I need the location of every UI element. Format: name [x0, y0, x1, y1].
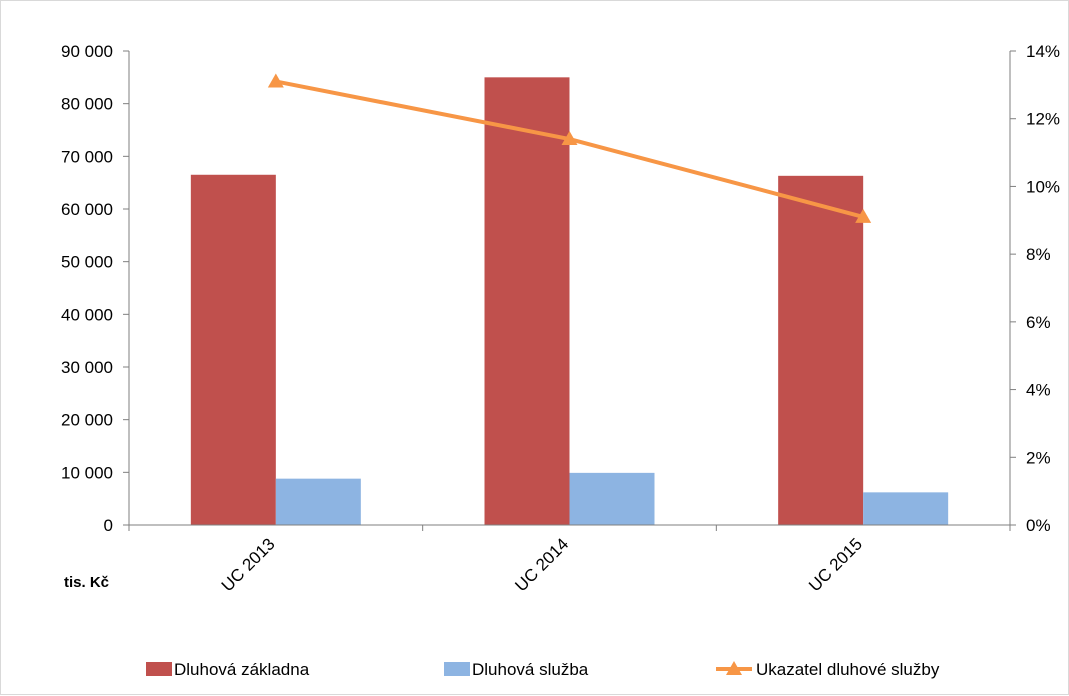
x-tick-labels: UC 2013 UC 2014 UC 2015 [218, 534, 866, 595]
lines-layer [267, 73, 872, 223]
y-tick-label-left: 20 000 [61, 411, 113, 430]
x-tick-label: UC 2015 [805, 534, 866, 595]
bar [863, 492, 949, 525]
bar [275, 478, 361, 525]
legend-label: Ukazatel dluhové služby [756, 660, 940, 679]
y-tick-label-left: 40 000 [61, 305, 113, 324]
legend-label: Dluhová služba [472, 660, 589, 679]
y-tick-label-left: 90 000 [61, 42, 113, 61]
y-tick-label-right: 4% [1026, 381, 1051, 400]
bar [190, 174, 276, 525]
x-tick-label: UC 2014 [511, 534, 572, 595]
y-tick-label-left: 10 000 [61, 463, 113, 482]
y-tick-label-right: 2% [1026, 448, 1051, 467]
y-tick-label-left: 50 000 [61, 253, 113, 272]
y-tick-label-right: 14% [1026, 42, 1060, 61]
y-tick-label-right: 12% [1026, 110, 1060, 129]
unit-label: tis. Kč [64, 574, 109, 591]
y-tick-label-left: 60 000 [61, 200, 113, 219]
y-tick-label-right: 10% [1026, 177, 1060, 196]
legend-label: Dluhová základna [174, 660, 310, 679]
y-tick-label-right: 8% [1026, 245, 1051, 264]
bar [569, 472, 655, 525]
y-tick-label-right: 6% [1026, 313, 1051, 332]
bars-layer [190, 77, 949, 525]
y-tick-label-left: 80 000 [61, 95, 113, 114]
legend-swatch [444, 662, 470, 676]
line-point [267, 73, 284, 88]
legend-marker [726, 661, 742, 675]
line-point [855, 208, 872, 223]
bar [484, 77, 570, 525]
y-tick-label-left: 0 [104, 516, 113, 535]
y-tick-label-left: 70 000 [61, 147, 113, 166]
y-tick-label-right: 0% [1026, 516, 1051, 535]
legend: Dluhová základna Dluhová služba Ukazatel d… [146, 660, 940, 679]
bar [778, 175, 864, 525]
y-tick-label-left: 30 000 [61, 358, 113, 377]
legend-swatch [146, 662, 172, 676]
line-point [561, 131, 578, 146]
axes-layer: 0 10 000 20 000 30 000 40 000 50 000 60 000 70 … [61, 42, 1060, 535]
x-tick-label: UC 2013 [218, 534, 279, 595]
